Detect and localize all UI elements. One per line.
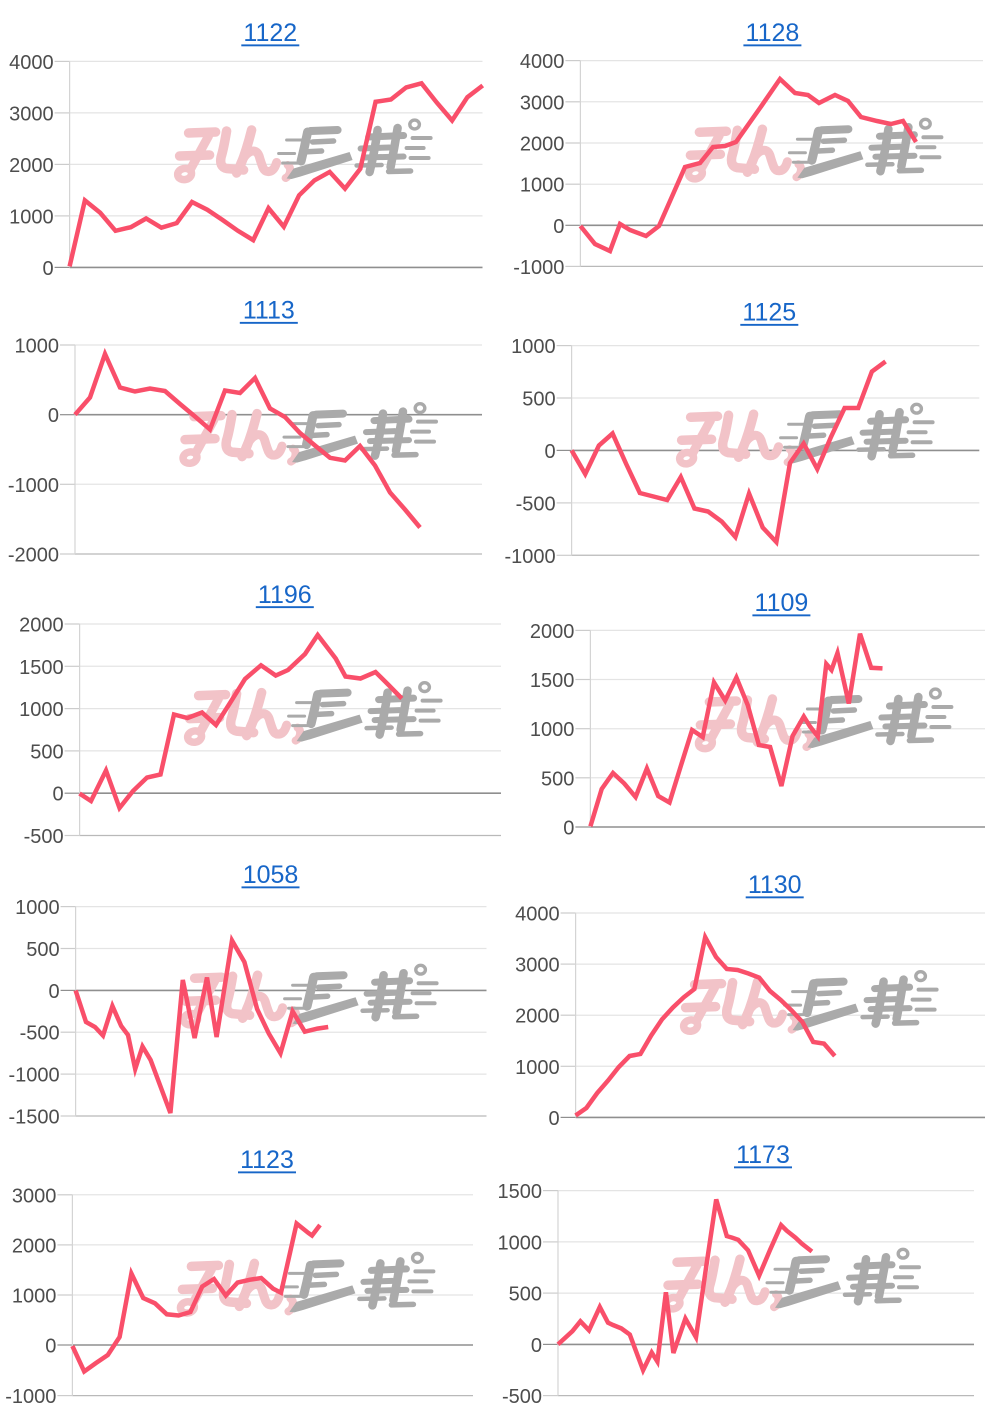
svg-text:1123: 1123	[240, 1146, 294, 1174]
svg-text:0: 0	[48, 981, 59, 1003]
svg-text:-1000: -1000	[8, 475, 59, 497]
svg-text:1058: 1058	[243, 861, 299, 889]
svg-text:500: 500	[541, 768, 574, 790]
svg-text:1128: 1128	[746, 19, 800, 47]
svg-text:0: 0	[548, 1108, 559, 1130]
svg-text:1000: 1000	[520, 175, 565, 197]
svg-text:0: 0	[48, 405, 59, 427]
svg-text:-500: -500	[24, 826, 64, 848]
svg-text:1500: 1500	[19, 657, 64, 679]
svg-text:1500: 1500	[498, 1181, 543, 1203]
svg-text:1000: 1000	[15, 897, 60, 919]
svg-text:0: 0	[52, 784, 63, 806]
svg-text:1000: 1000	[12, 1286, 57, 1308]
svg-text:1130: 1130	[748, 871, 802, 899]
svg-text:2000: 2000	[515, 1006, 560, 1028]
svg-text:500: 500	[522, 389, 555, 411]
svg-text:2000: 2000	[520, 134, 565, 156]
svg-text:4000: 4000	[515, 904, 560, 926]
svg-text:3000: 3000	[520, 92, 565, 114]
svg-text:1000: 1000	[15, 336, 60, 358]
svg-text:0: 0	[563, 818, 574, 840]
svg-text:1000: 1000	[19, 699, 64, 721]
svg-text:1000: 1000	[498, 1232, 543, 1254]
svg-text:-1000: -1000	[5, 1386, 56, 1408]
svg-text:0: 0	[553, 216, 564, 238]
svg-text:1000: 1000	[530, 719, 575, 741]
svg-text:-1000: -1000	[513, 257, 564, 279]
svg-text:-2000: -2000	[8, 545, 59, 567]
svg-text:-1500: -1500	[8, 1107, 59, 1129]
svg-text:3000: 3000	[9, 103, 54, 125]
svg-text:2000: 2000	[12, 1235, 57, 1257]
svg-text:-500: -500	[20, 1023, 60, 1045]
svg-text:-1000: -1000	[504, 546, 555, 568]
svg-text:1125: 1125	[742, 299, 796, 327]
svg-text:500: 500	[30, 741, 63, 763]
svg-text:-1000: -1000	[8, 1065, 59, 1087]
svg-text:4000: 4000	[9, 52, 54, 74]
svg-text:3000: 3000	[12, 1185, 57, 1207]
svg-text:3000: 3000	[515, 955, 560, 977]
svg-text:4000: 4000	[520, 51, 565, 73]
svg-text:500: 500	[26, 939, 59, 961]
svg-text:-500: -500	[502, 1386, 542, 1408]
svg-text:0: 0	[531, 1335, 542, 1357]
svg-text:1173: 1173	[736, 1141, 790, 1169]
svg-text:-500: -500	[516, 493, 556, 515]
svg-text:1000: 1000	[515, 1057, 560, 1079]
svg-text:0: 0	[45, 1336, 56, 1358]
svg-text:1500: 1500	[530, 670, 575, 692]
svg-text:0: 0	[42, 258, 53, 280]
svg-text:0: 0	[544, 441, 555, 463]
svg-text:1113: 1113	[243, 297, 295, 325]
svg-text:1109: 1109	[755, 589, 809, 617]
svg-text:500: 500	[509, 1284, 542, 1306]
svg-text:2000: 2000	[530, 621, 575, 643]
svg-text:2000: 2000	[9, 155, 54, 177]
svg-text:2000: 2000	[19, 615, 64, 637]
svg-text:1000: 1000	[511, 336, 556, 358]
svg-text:1196: 1196	[258, 581, 312, 609]
svg-text:1000: 1000	[9, 206, 54, 228]
svg-text:1122: 1122	[243, 19, 297, 47]
